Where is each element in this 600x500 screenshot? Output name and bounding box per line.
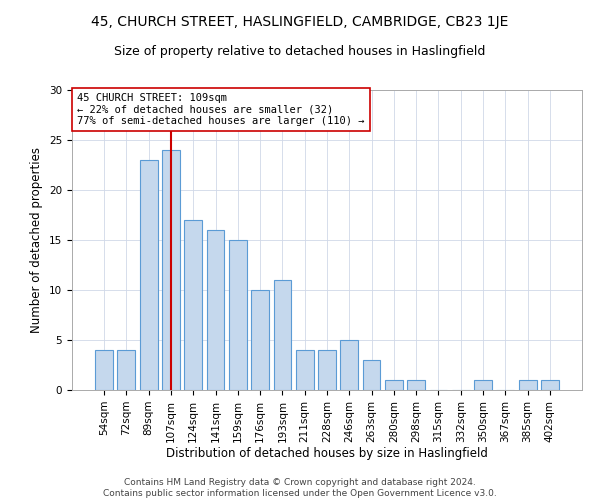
Text: 45, CHURCH STREET, HASLINGFIELD, CAMBRIDGE, CB23 1JE: 45, CHURCH STREET, HASLINGFIELD, CAMBRID… — [91, 15, 509, 29]
Bar — [184, 220, 202, 390]
Bar — [95, 350, 113, 390]
Bar — [118, 350, 136, 390]
Bar — [518, 380, 536, 390]
Bar — [474, 380, 492, 390]
Bar — [206, 230, 224, 390]
Bar — [274, 280, 292, 390]
Bar — [251, 290, 269, 390]
Bar — [340, 340, 358, 390]
Text: Size of property relative to detached houses in Haslingfield: Size of property relative to detached ho… — [115, 45, 485, 58]
Bar — [385, 380, 403, 390]
Bar — [541, 380, 559, 390]
Y-axis label: Number of detached properties: Number of detached properties — [31, 147, 43, 333]
Text: Contains HM Land Registry data © Crown copyright and database right 2024.
Contai: Contains HM Land Registry data © Crown c… — [103, 478, 497, 498]
Bar — [140, 160, 158, 390]
Bar — [296, 350, 314, 390]
Bar — [318, 350, 336, 390]
Bar — [362, 360, 380, 390]
Text: 45 CHURCH STREET: 109sqm
← 22% of detached houses are smaller (32)
77% of semi-d: 45 CHURCH STREET: 109sqm ← 22% of detach… — [77, 93, 365, 126]
Bar — [229, 240, 247, 390]
X-axis label: Distribution of detached houses by size in Haslingfield: Distribution of detached houses by size … — [166, 448, 488, 460]
Bar — [407, 380, 425, 390]
Bar — [162, 150, 180, 390]
